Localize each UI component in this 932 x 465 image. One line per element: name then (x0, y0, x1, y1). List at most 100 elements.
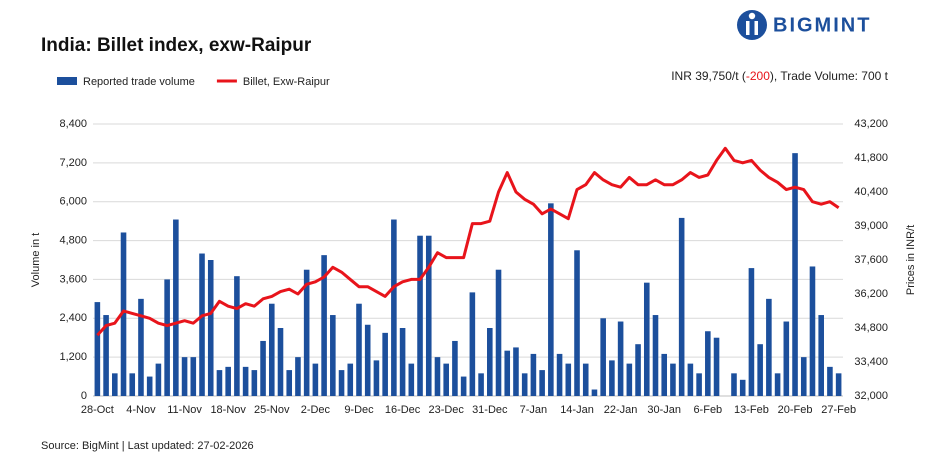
bar (748, 268, 755, 396)
bar (609, 360, 615, 396)
x-tick-label: 6-Feb (693, 404, 722, 416)
line (96, 146, 840, 337)
bar (469, 292, 476, 396)
y-tick-label: 1,200 (59, 351, 87, 363)
legend-item: Reported trade volume (57, 76, 195, 88)
y-tick-label: 0 (81, 390, 87, 402)
y2-tick-label: 34,800 (854, 322, 888, 334)
bar (155, 363, 162, 396)
x-tick-label: 23-Dec (428, 404, 464, 416)
bar (356, 303, 362, 396)
bar (295, 357, 301, 396)
bar (268, 303, 275, 396)
bar (338, 370, 345, 396)
note-change: -200 (746, 69, 770, 83)
bar (635, 344, 641, 396)
bar (530, 353, 537, 396)
x-tick-label: 11-Nov (167, 404, 202, 416)
bar (164, 279, 170, 396)
y-tick-label: 3,600 (59, 273, 87, 285)
y2-tick-label: 43,200 (854, 118, 888, 130)
bar (495, 269, 502, 396)
bar (277, 328, 284, 396)
bar (417, 235, 423, 396)
legend-swatch (57, 77, 77, 85)
bar (678, 217, 685, 396)
bar (347, 363, 354, 396)
x-tick-label: 20-Feb (778, 404, 813, 416)
bar (582, 363, 589, 396)
bar (565, 363, 572, 396)
x-tick-label: 22-Jan (604, 404, 638, 416)
y2-tick-label: 36,200 (854, 288, 888, 300)
bar (452, 340, 458, 396)
bar (626, 363, 633, 396)
bar (792, 153, 798, 396)
x-tick-label: 13-Feb (734, 404, 769, 416)
x-tick-label: 9-Dec (344, 404, 374, 416)
bar (382, 332, 388, 396)
bar (460, 376, 467, 396)
bar (809, 266, 816, 396)
y2-tick-label: 32,000 (854, 390, 888, 402)
bar (234, 276, 240, 396)
bar (774, 373, 781, 396)
y2-tick-label: 40,400 (854, 186, 888, 198)
bar (766, 298, 772, 396)
x-tick-label: 27-Feb (821, 404, 856, 416)
bar (617, 321, 624, 396)
bar (574, 250, 580, 396)
bar (181, 357, 188, 396)
bar (408, 363, 415, 396)
bar (556, 353, 563, 396)
bar (312, 363, 319, 396)
y-tick-label: 4,800 (59, 234, 87, 246)
bar (434, 357, 441, 396)
bar (146, 376, 153, 396)
bar (207, 260, 214, 396)
bar (713, 337, 720, 396)
bar (330, 315, 336, 396)
bar (521, 373, 528, 396)
y-tick-label: 6,000 (59, 196, 87, 208)
note-lead: INR 39,750/t ( (671, 69, 746, 83)
y-tick-label: 2,400 (59, 312, 87, 324)
bar (103, 315, 109, 396)
x-tick-label: 16-Dec (385, 404, 421, 416)
x-tick-label: 2-Dec (301, 404, 331, 416)
bar (399, 328, 406, 396)
x-tick-label: 14-Jan (560, 404, 594, 416)
bar (600, 318, 606, 396)
bar (443, 363, 449, 396)
bar (138, 298, 144, 396)
chart-title: India: Billet index, exw-Raipur (41, 35, 312, 56)
bar (303, 269, 310, 396)
y-axis-title: Volume in t (30, 233, 42, 287)
y-tick-label: 7,200 (59, 157, 87, 169)
legend-label: Billet, Exw-Raipur (243, 76, 330, 88)
bar (260, 340, 266, 396)
bar (487, 328, 493, 396)
bar (129, 373, 136, 396)
bar (661, 353, 668, 396)
y2-tick-label: 41,800 (854, 152, 888, 164)
bar (818, 315, 824, 396)
bar (173, 219, 179, 396)
bar (800, 357, 807, 396)
bar (504, 350, 511, 396)
logo-text: BIGMINT (773, 14, 871, 36)
x-tick-label: 25-Nov (254, 404, 290, 416)
x-tick-label: 30-Jan (647, 404, 681, 416)
bar (670, 363, 676, 396)
logo-icon (737, 10, 767, 40)
bar (391, 219, 397, 396)
bar (513, 347, 519, 396)
bar (251, 370, 258, 396)
bar (827, 366, 833, 396)
bar (120, 232, 127, 396)
bar (548, 203, 554, 396)
bar (478, 373, 484, 396)
bar (199, 253, 205, 396)
y2-axis-title: Prices in INR/t (905, 225, 917, 295)
header-note: INR 39,750/t (-200), Trade Volume: 700 t (671, 69, 888, 83)
